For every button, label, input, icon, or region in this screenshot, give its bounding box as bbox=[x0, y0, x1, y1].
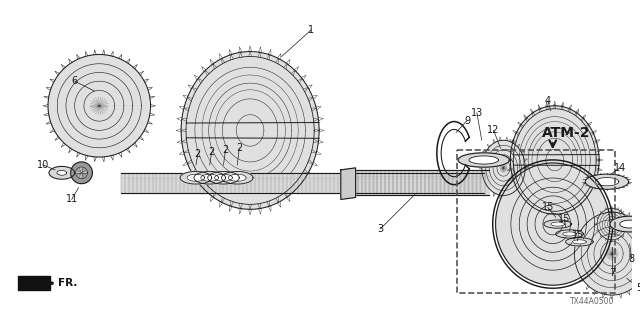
Polygon shape bbox=[76, 167, 88, 179]
Text: 15: 15 bbox=[572, 230, 584, 240]
Polygon shape bbox=[180, 172, 212, 184]
Polygon shape bbox=[181, 57, 319, 209]
Polygon shape bbox=[620, 220, 639, 228]
Polygon shape bbox=[495, 163, 610, 285]
Text: 2: 2 bbox=[195, 149, 201, 159]
Polygon shape bbox=[346, 170, 489, 196]
Text: 15: 15 bbox=[558, 214, 571, 224]
Polygon shape bbox=[510, 106, 599, 211]
Polygon shape bbox=[201, 174, 219, 181]
Polygon shape bbox=[610, 216, 640, 232]
Text: 14: 14 bbox=[614, 163, 626, 173]
Polygon shape bbox=[228, 174, 246, 181]
Text: 6: 6 bbox=[72, 76, 77, 86]
Text: 11: 11 bbox=[65, 195, 78, 204]
Polygon shape bbox=[458, 153, 509, 167]
Polygon shape bbox=[48, 54, 150, 157]
Text: 9: 9 bbox=[464, 116, 470, 125]
Text: 4: 4 bbox=[545, 96, 551, 106]
Polygon shape bbox=[19, 276, 50, 290]
Text: 1: 1 bbox=[308, 25, 314, 35]
Polygon shape bbox=[575, 212, 640, 295]
Text: 10: 10 bbox=[37, 160, 49, 170]
Polygon shape bbox=[482, 140, 525, 196]
Polygon shape bbox=[187, 174, 205, 181]
Polygon shape bbox=[586, 174, 628, 189]
Polygon shape bbox=[544, 220, 572, 228]
Polygon shape bbox=[208, 172, 239, 184]
Polygon shape bbox=[49, 166, 75, 179]
Text: 2: 2 bbox=[236, 143, 243, 153]
Text: FR.: FR. bbox=[58, 278, 77, 288]
Polygon shape bbox=[214, 174, 232, 181]
Polygon shape bbox=[556, 230, 583, 238]
Polygon shape bbox=[57, 170, 67, 175]
Polygon shape bbox=[510, 109, 599, 214]
Polygon shape bbox=[597, 208, 627, 240]
Text: 2: 2 bbox=[222, 145, 228, 155]
Polygon shape bbox=[341, 168, 356, 199]
Text: 3: 3 bbox=[377, 224, 383, 234]
Text: 13: 13 bbox=[471, 108, 483, 118]
Text: 7: 7 bbox=[609, 268, 615, 278]
Polygon shape bbox=[563, 232, 577, 236]
Text: 2: 2 bbox=[209, 147, 215, 157]
Text: 15: 15 bbox=[541, 202, 554, 212]
Polygon shape bbox=[181, 52, 319, 204]
Polygon shape bbox=[469, 156, 499, 164]
Polygon shape bbox=[566, 238, 593, 246]
Text: 8: 8 bbox=[628, 253, 635, 264]
Text: 12: 12 bbox=[488, 125, 500, 135]
Text: 5: 5 bbox=[636, 283, 640, 293]
Polygon shape bbox=[595, 178, 619, 186]
Polygon shape bbox=[551, 222, 564, 226]
Polygon shape bbox=[194, 172, 225, 184]
Polygon shape bbox=[70, 162, 92, 184]
Polygon shape bbox=[221, 172, 253, 184]
Text: ATM-2: ATM-2 bbox=[542, 126, 591, 140]
Polygon shape bbox=[572, 240, 586, 244]
Polygon shape bbox=[121, 173, 484, 193]
Text: TX44A0500: TX44A0500 bbox=[570, 297, 614, 306]
